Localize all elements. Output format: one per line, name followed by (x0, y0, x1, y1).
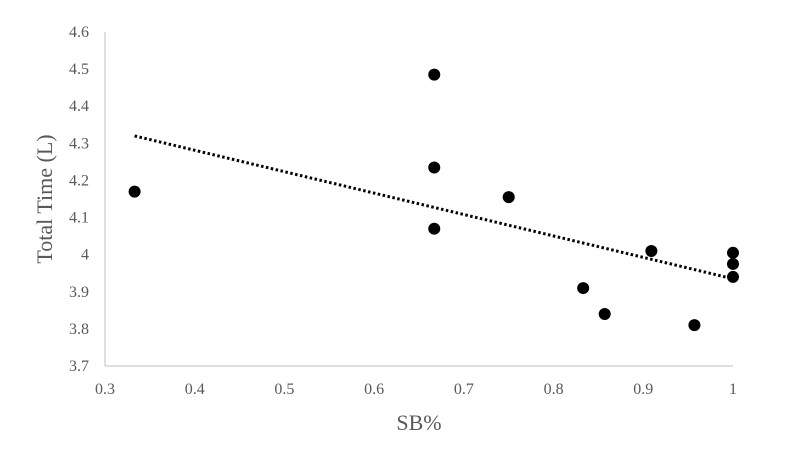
y-tick-label: 3.8 (69, 321, 89, 338)
data-point (502, 191, 515, 204)
x-axis-tick-labels: 0.3 0.4 0.5 0.6 0.7 0.8 0.9 1 (95, 381, 737, 398)
y-axis-tick-labels: 3.7 3.8 3.9 4 4.1 4.2 4.3 4.4 4.5 4.6 (69, 24, 89, 375)
data-point (727, 246, 739, 259)
y-tick-label: 3.7 (69, 358, 89, 375)
x-tick-label: 0.7 (454, 381, 474, 398)
data-point (128, 185, 141, 198)
x-tick-label: 0.3 (95, 381, 115, 398)
data-point (598, 308, 611, 321)
y-tick-label: 4.4 (69, 98, 89, 115)
y-tick-label: 3.9 (69, 284, 89, 301)
data-points (128, 68, 739, 332)
data-point (688, 319, 701, 332)
y-tick-label: 4.3 (69, 135, 89, 152)
y-axis-title: Total Time (L) (32, 134, 57, 263)
x-tick-label: 0.5 (274, 381, 294, 398)
y-tick-label: 4.5 (69, 61, 89, 78)
x-tick-label: 0.6 (364, 381, 384, 398)
x-tick-label: 0.9 (633, 381, 653, 398)
y-tick-label: 4.1 (69, 210, 89, 227)
data-point (577, 282, 590, 295)
trendline (134, 134, 734, 281)
y-tick-label: 4.2 (69, 172, 89, 189)
y-tick-label: 4 (81, 247, 89, 264)
data-point (428, 68, 441, 81)
x-axis-title: SB% (396, 410, 441, 435)
x-tick-label: 1 (729, 381, 737, 398)
data-point (727, 257, 739, 270)
data-point (428, 161, 441, 174)
x-tick-label: 0.4 (185, 381, 205, 398)
data-point (727, 270, 739, 283)
y-tick-label: 4.6 (69, 24, 89, 41)
data-point (428, 222, 441, 235)
data-point (645, 244, 658, 257)
x-tick-label: 0.8 (544, 381, 564, 398)
